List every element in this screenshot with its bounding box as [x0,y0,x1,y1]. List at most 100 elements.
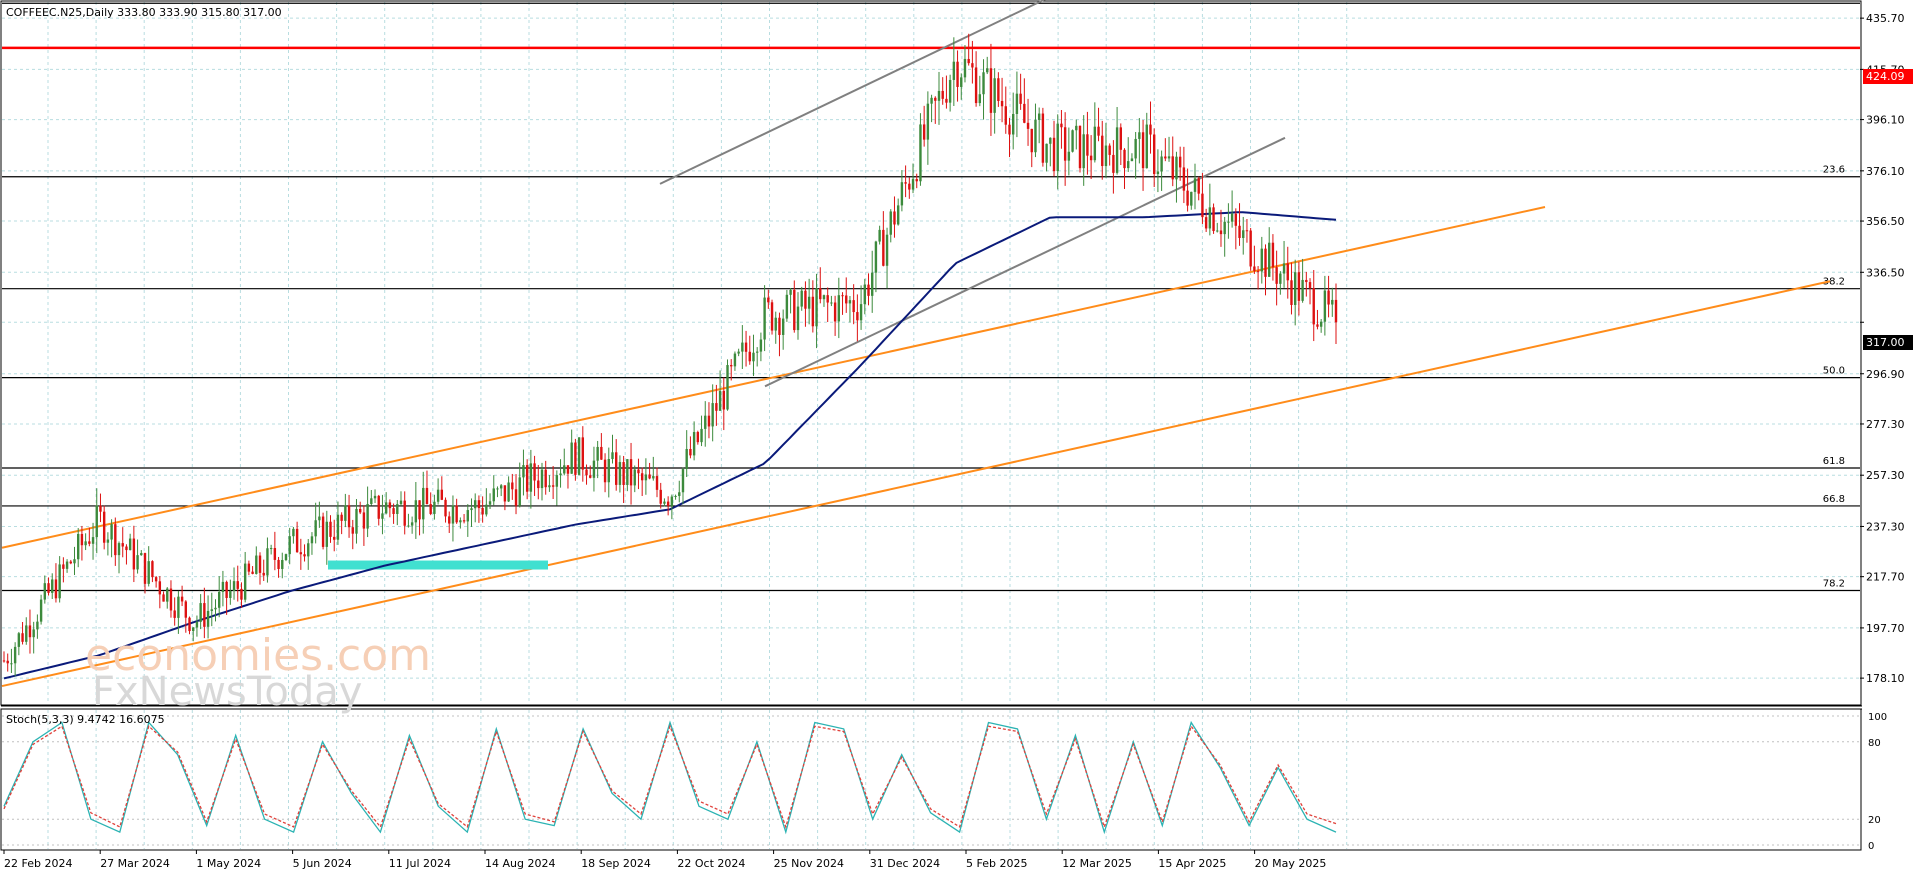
time-axis: 22 Feb 2024 27 Mar 2024 1 May 2024 5 Jun 20… [3,850,1326,870]
candle-body [1268,242,1271,277]
candle-body [373,495,377,499]
candle-body [184,601,188,618]
candle-body [381,513,384,519]
candle-body [195,621,199,628]
candle-body [496,488,499,490]
fib-level-label: 23.6 [1823,165,1845,176]
candle-body [863,284,866,305]
candle-body [755,351,759,353]
candle-body [1149,124,1152,135]
candle-body [1293,272,1297,305]
candle-body [919,124,922,182]
candle-body [247,563,251,572]
candle-body [6,660,9,664]
candle-body [845,295,848,304]
candle-body [281,560,284,569]
x-tick-label: 11 Jul 2024 [389,857,451,870]
candle-body [819,288,822,300]
y-tick-label: 197.70 [1866,622,1905,635]
candle-body [1093,126,1097,161]
candle-body [859,304,863,321]
candle-body [485,504,488,515]
candle-body [592,460,596,478]
candle-body [284,554,288,561]
candle-body [648,474,651,479]
y-tick-label: 376.10 [1866,165,1905,178]
candle-body [908,183,911,190]
candle-body [544,469,547,488]
candle-body [347,505,351,528]
x-tick-label: 15 Apr 2025 [1158,857,1226,870]
y-tick-label: 435.70 [1866,12,1905,25]
fib-level-label: 66.8 [1823,494,1845,505]
candle-body [1193,178,1197,192]
candle-body [221,581,225,592]
candle-body [333,536,336,540]
candle-body [559,473,562,476]
candle-body [58,564,61,599]
candle-body [611,452,614,460]
candle-body [206,610,210,627]
candle-body [574,442,577,475]
candle-body [1316,324,1319,327]
candle-body [1127,161,1130,169]
candle-body [1208,207,1212,229]
candle-body [69,561,72,564]
candle-body [1019,93,1022,104]
candle-body [1141,132,1145,169]
candle-body [1230,213,1234,222]
candle-body [937,90,941,101]
candle-body [39,599,43,622]
candle-body [904,182,907,184]
candle-body [418,500,421,520]
candle-body [102,511,106,543]
candle-body [726,365,729,410]
candle-body [51,579,54,593]
candle-body [600,446,603,460]
candle-body [444,499,447,517]
candle-body [841,295,844,297]
candle-body [344,505,347,521]
chart-header: COFFEEC.N25,Daily 333.80 333.90 315.80 3… [6,6,282,19]
candle-body [1104,145,1108,167]
candle-body [774,317,777,331]
candle-body [960,77,963,87]
comma-sep: , [82,6,86,19]
trendlines [1,0,1831,688]
moving-average [3,211,1337,680]
candle-body [329,521,332,537]
candle-body [807,296,811,309]
candle-body [1056,123,1059,172]
candle-body [1152,134,1156,175]
candle-body [551,485,555,487]
candle-body [507,482,510,502]
candle-body [759,339,763,352]
y-tick-label: 396.10 [1866,114,1905,127]
candle-body [203,603,206,627]
candle-body [663,501,666,504]
candle-body [785,294,789,319]
candle-body [355,508,358,534]
candle-body [499,485,503,489]
candle-body [1008,124,1011,135]
candle-body [140,553,143,556]
candle-body [518,477,521,506]
candle-body [1052,137,1056,172]
candle-body [986,68,989,73]
candle-body [670,496,674,506]
symbol-label: COFFEEC.N25 [6,6,82,19]
candle-body [555,475,559,487]
candle-body [295,528,299,553]
candle-body [1182,167,1186,191]
candle-body [1156,171,1160,175]
candle-body [384,502,388,514]
stoch-values: 9.4742 16.6075 [77,713,164,726]
candle-body [833,302,837,322]
y-tick-label: 336.50 [1866,266,1905,279]
candle-body [633,469,636,486]
stoch-level-label: 80 [1868,738,1881,749]
candle-body [874,241,878,273]
candle-body [982,72,985,95]
candle-body [548,485,551,488]
